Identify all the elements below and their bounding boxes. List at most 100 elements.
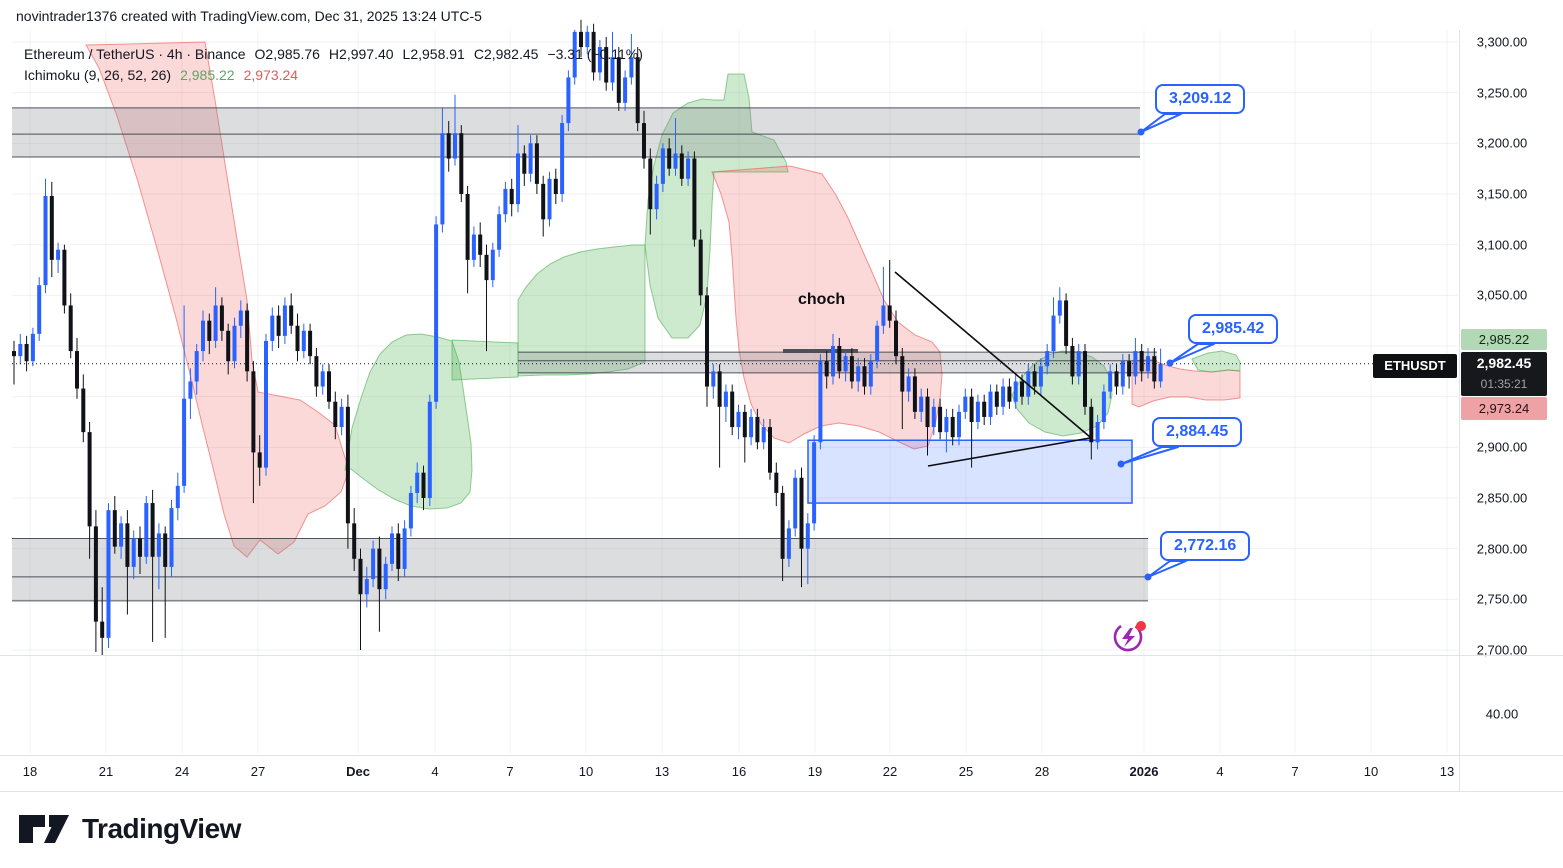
- time-tick-label[interactable]: 10: [578, 764, 594, 779]
- time-tick-label[interactable]: 10: [1363, 764, 1379, 779]
- time-tick-label[interactable]: 7: [1291, 764, 1299, 779]
- candle-body: [761, 427, 766, 443]
- time-tick-label[interactable]: 16: [731, 764, 747, 779]
- price-callout-label[interactable]: 2,772.16: [1160, 531, 1251, 561]
- candle-body: [1013, 381, 1018, 402]
- ohlc-low: L2,958.91: [402, 46, 465, 62]
- price-callout-label[interactable]: 2,884.45: [1152, 417, 1243, 447]
- candle-body: [446, 133, 451, 159]
- price-scale-border: [1459, 30, 1460, 791]
- price-tick-label[interactable]: 2,750.00: [1476, 591, 1528, 607]
- callout-anchor-dot: [1137, 128, 1145, 136]
- lower-pane-tick-label[interactable]: 40.00: [1485, 706, 1519, 722]
- flash-icon-circle: [1113, 622, 1143, 652]
- trendline: [894, 271, 1091, 438]
- pane-divider[interactable]: [0, 655, 1563, 656]
- candle-body: [289, 305, 294, 326]
- price-tick-label[interactable]: 2,800.00: [1476, 541, 1528, 557]
- price-tick-label[interactable]: 2,900.00: [1476, 439, 1528, 455]
- choch-annotation[interactable]: choch: [798, 291, 846, 308]
- candle-body: [799, 477, 804, 549]
- price-tick-label[interactable]: 3,100.00: [1476, 237, 1528, 253]
- candle-body: [868, 361, 873, 387]
- candle-body: [509, 188, 514, 205]
- time-tick-label[interactable]: 24: [174, 764, 190, 779]
- candle-body: [1064, 300, 1069, 346]
- candle-body: [12, 351, 16, 357]
- candle-body: [421, 472, 426, 498]
- symbol-title: Ethereum / TetherUS · 4h · Binance: [24, 46, 246, 62]
- candle-body: [742, 411, 747, 438]
- candle-body: [837, 346, 842, 372]
- candle-body: [585, 31, 590, 48]
- price-tick-label[interactable]: 3,250.00: [1476, 85, 1528, 101]
- candle-body: [957, 411, 961, 438]
- time-tick-label[interactable]: 13: [654, 764, 670, 779]
- time-tick-label[interactable]: 4: [431, 764, 439, 779]
- legend-indicator-row[interactable]: Ichimoku (9, 26, 52, 26) 2,985.22 2,973.…: [24, 65, 643, 86]
- time-tick-label[interactable]: 4: [1216, 764, 1224, 779]
- candle-body: [1108, 371, 1113, 392]
- candle-body: [434, 224, 439, 402]
- price-tick-label[interactable]: 3,300.00: [1476, 34, 1528, 50]
- price-callout-label[interactable]: 2,985.42: [1188, 314, 1279, 344]
- price-callout-label[interactable]: 3,209.12: [1155, 84, 1246, 114]
- candle-body: [1101, 391, 1106, 422]
- candle-body: [320, 371, 325, 387]
- time-tick-label[interactable]: 7: [506, 764, 514, 779]
- candle-body: [81, 388, 86, 433]
- time-tick-label[interactable]: 13: [1439, 764, 1455, 779]
- time-tick-label[interactable]: 2026: [1129, 764, 1159, 779]
- notification-dot: [1136, 621, 1146, 631]
- time-tick-label[interactable]: 18: [22, 764, 38, 779]
- tradingview-logo[interactable]: TradingView: [18, 812, 241, 846]
- candle-body: [736, 411, 741, 428]
- candle-body: [768, 427, 772, 473]
- time-tick-label[interactable]: 22: [882, 764, 898, 779]
- candle-body: [843, 356, 848, 372]
- candle-body: [188, 381, 193, 399]
- time-tick-label[interactable]: Dec: [346, 764, 370, 779]
- flash-event-icon[interactable]: [1108, 617, 1154, 659]
- time-tick-label[interactable]: 19: [807, 764, 823, 779]
- price-tick-label[interactable]: 3,200.00: [1476, 135, 1528, 151]
- legend-symbol-row[interactable]: Ethereum / TetherUS · 4h · Binance O2,98…: [24, 44, 643, 65]
- candle-body: [503, 188, 508, 215]
- time-tick-label[interactable]: 28: [1034, 764, 1050, 779]
- dark-level-bar: [783, 349, 858, 353]
- candle-body: [440, 133, 445, 225]
- price-tick-label[interactable]: 3,150.00: [1476, 186, 1528, 202]
- candle-body: [534, 143, 539, 184]
- candle-body: [723, 391, 728, 407]
- candle-body: [30, 333, 35, 362]
- candle-body: [226, 330, 231, 362]
- candle-body: [925, 396, 930, 428]
- candle-body: [597, 47, 602, 73]
- candle-body: [812, 442, 817, 524]
- candle-body: [144, 503, 149, 557]
- candle-body: [75, 351, 79, 389]
- candle-body: [717, 371, 722, 407]
- candle-body: [831, 346, 835, 377]
- callout-anchor-dot: [1144, 573, 1152, 581]
- time-tick-label[interactable]: 27: [250, 764, 266, 779]
- candle-body: [660, 148, 665, 184]
- time-tick-label[interactable]: 25: [958, 764, 974, 779]
- candle-body: [1083, 351, 1087, 407]
- candle-body: [396, 533, 401, 569]
- callout-anchor-dot: [1166, 359, 1174, 367]
- price-tick-label[interactable]: 2,700.00: [1476, 642, 1528, 658]
- candle-body: [333, 401, 338, 428]
- candle-body: [786, 528, 791, 559]
- demand-zone-2772: [12, 538, 1148, 601]
- price-tick-label[interactable]: 2,850.00: [1476, 490, 1528, 506]
- candle-body: [1139, 351, 1144, 372]
- candle-body: [522, 153, 527, 174]
- ohlc-close: C2,982.45: [473, 46, 539, 62]
- candle-body: [1114, 371, 1119, 387]
- time-tick-label[interactable]: 21: [98, 764, 114, 779]
- candle-body: [900, 356, 905, 392]
- price-tick-label[interactable]: 3,050.00: [1476, 287, 1528, 303]
